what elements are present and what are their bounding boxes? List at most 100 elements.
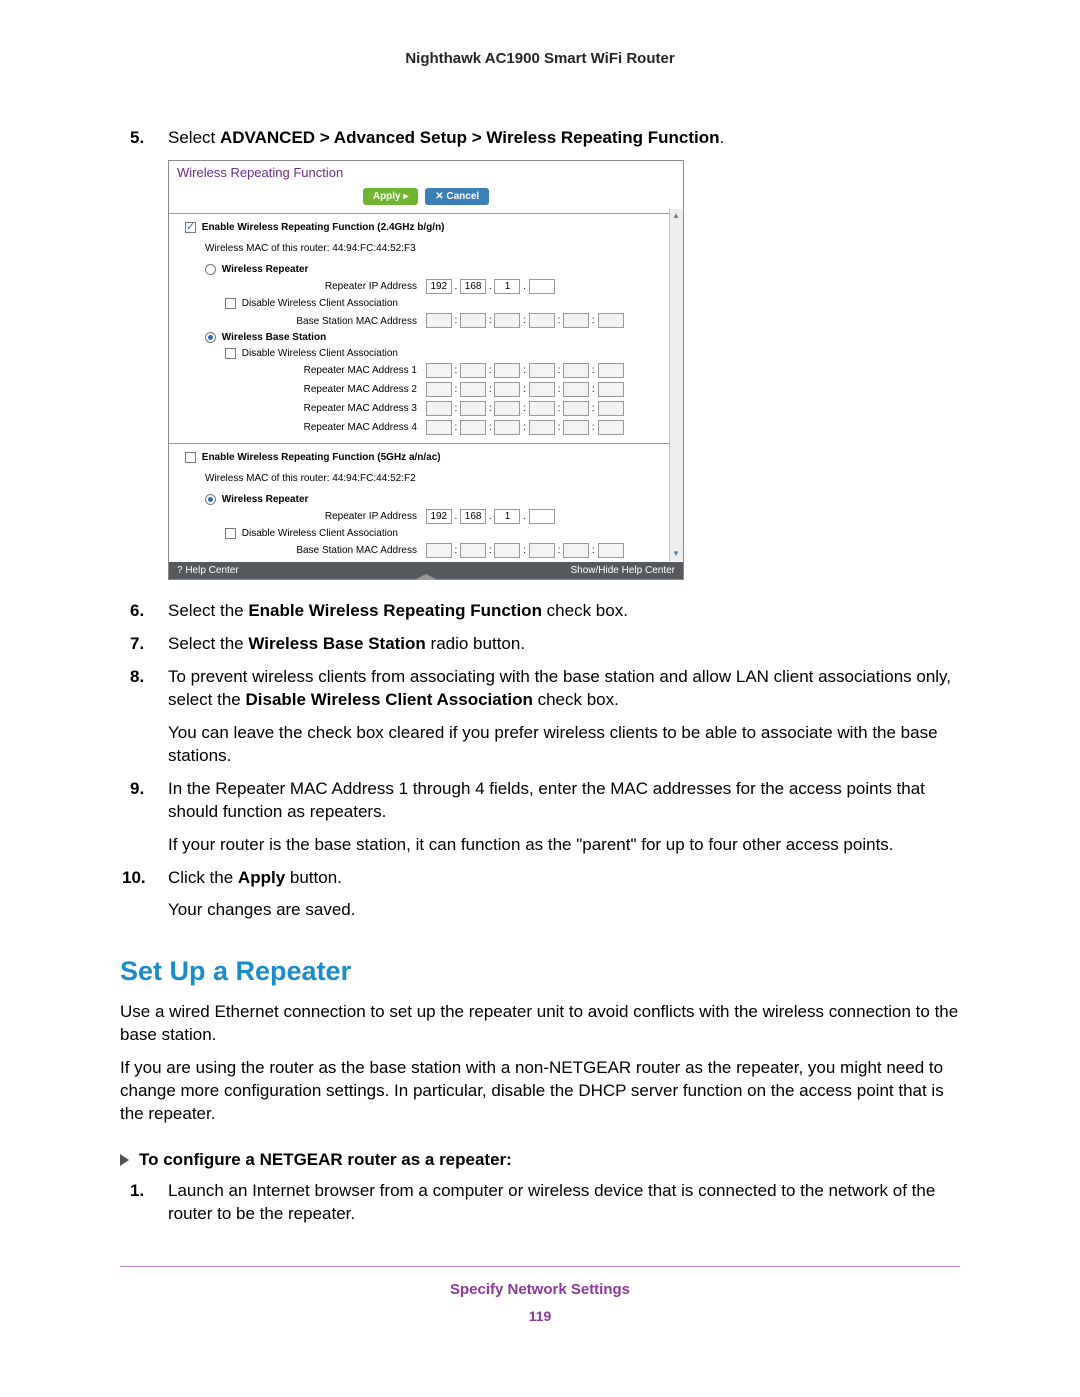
wireless-repeater-5-radio[interactable] — [205, 494, 216, 505]
cancel-button[interactable]: ✕ Cancel — [425, 188, 489, 205]
mac-field[interactable] — [563, 382, 589, 397]
disable-assoc-checkbox-2[interactable] — [225, 348, 236, 359]
mac-field[interactable] — [460, 363, 486, 378]
wireless-base-row: Wireless Base Station — [179, 330, 673, 345]
mac-field[interactable] — [494, 543, 520, 558]
enable-5-row: Enable Wireless Repeating Function (5GHz… — [179, 450, 673, 465]
wireless-repeater-row: Wireless Repeater — [179, 262, 673, 277]
proc-step-1: 1. Launch an Internet browser from a com… — [120, 1180, 960, 1226]
ip-octet-4[interactable] — [529, 279, 555, 294]
base-mac-5-row: Base Station MAC Address : : : : : — [179, 541, 673, 558]
step-8: 8. To prevent wireless clients from asso… — [120, 666, 960, 712]
section-p1: Use a wired Ethernet connection to set u… — [120, 1001, 960, 1047]
wireless-repeater-radio[interactable] — [205, 264, 216, 275]
rmac1-row: Repeater MAC Address 1 : : : : : — [179, 361, 673, 380]
procedure-list: 1. Launch an Internet browser from a com… — [120, 1180, 960, 1226]
scroll-down-icon[interactable]: ▾ — [670, 548, 682, 560]
instruction-list: 5. Select ADVANCED > Advanced Setup > Wi… — [120, 127, 960, 150]
panel-body: Enable Wireless Repeating Function (2.4G… — [169, 214, 683, 562]
scrollbar[interactable]: ▴ ▾ — [669, 209, 683, 561]
disable-assoc-row-1: Disable Wireless Client Association — [179, 296, 673, 311]
mac-field[interactable] — [460, 313, 486, 328]
step-number: 5. — [130, 127, 144, 150]
scroll-up-icon[interactable]: ▴ — [670, 210, 682, 222]
step-9-note: If your router is the base station, it c… — [168, 834, 960, 857]
mac-field[interactable] — [426, 420, 452, 435]
footer-handle-icon — [414, 574, 438, 580]
instruction-list-cont: 6. Select the Enable Wireless Repeating … — [120, 600, 960, 712]
base-mac-row: Base Station MAC Address : : : : : — [179, 311, 673, 330]
mac-field[interactable] — [426, 543, 452, 558]
mac-field[interactable] — [529, 543, 555, 558]
step-5: 5. Select ADVANCED > Advanced Setup > Wi… — [120, 127, 960, 150]
step-number: 10. — [122, 867, 146, 890]
mac-field[interactable] — [460, 543, 486, 558]
mac-field[interactable] — [426, 363, 452, 378]
step-number: 6. — [130, 600, 144, 623]
mac-field[interactable] — [598, 401, 624, 416]
ip-octet-3[interactable] — [494, 509, 520, 524]
mac-field[interactable] — [529, 313, 555, 328]
button-bar: Apply ▸ ✕ Cancel — [169, 184, 683, 214]
chevron-right-icon — [120, 1154, 129, 1166]
step-text: Select ADVANCED > Advanced Setup > Wirel… — [168, 128, 724, 147]
mac-field[interactable] — [460, 401, 486, 416]
instruction-list-cont2: 9. In the Repeater MAC Address 1 through… — [120, 778, 960, 824]
mac-field[interactable] — [494, 363, 520, 378]
procedure-heading: To configure a NETGEAR router as a repea… — [120, 1150, 960, 1170]
step-number: 7. — [130, 633, 144, 656]
mac-field[interactable] — [426, 401, 452, 416]
step-8-note: You can leave the check box cleared if y… — [168, 722, 960, 768]
disable-assoc-row-2: Disable Wireless Client Association — [179, 346, 673, 361]
mac-field[interactable] — [529, 401, 555, 416]
mac-field[interactable] — [598, 420, 624, 435]
mac-field[interactable] — [494, 420, 520, 435]
mac-field[interactable] — [563, 401, 589, 416]
enable-5-checkbox[interactable] — [185, 452, 196, 463]
mac-field[interactable] — [563, 420, 589, 435]
ip-octet-3[interactable] — [494, 279, 520, 294]
showhide-help-link[interactable]: Show/Hide Help Center — [571, 565, 676, 576]
mac-field[interactable] — [460, 420, 486, 435]
section-p2: If you are using the router as the base … — [120, 1057, 960, 1126]
help-center-link[interactable]: ? Help Center — [177, 565, 239, 576]
disable-assoc-checkbox-1[interactable] — [225, 298, 236, 309]
enable-24-checkbox[interactable] — [185, 222, 196, 233]
wireless-base-radio[interactable] — [205, 332, 216, 343]
step-number: 1. — [130, 1180, 144, 1203]
mac-field[interactable] — [494, 313, 520, 328]
mac-field[interactable] — [494, 382, 520, 397]
mac-field[interactable] — [598, 313, 624, 328]
mac-field[interactable] — [563, 543, 589, 558]
mac-field[interactable] — [529, 420, 555, 435]
step-number: 8. — [130, 666, 144, 689]
step-10-note: Your changes are saved. — [168, 899, 960, 922]
ip-octet-1[interactable] — [426, 509, 452, 524]
mac-field[interactable] — [426, 382, 452, 397]
mac-field[interactable] — [494, 401, 520, 416]
instruction-list-cont3: 10. Click the Apply button. — [120, 867, 960, 890]
mac-field[interactable] — [426, 313, 452, 328]
step-6: 6. Select the Enable Wireless Repeating … — [120, 600, 960, 623]
repeater-ip-5-row: Repeater IP Address . . . — [179, 507, 673, 526]
mac-field[interactable] — [460, 382, 486, 397]
mac-field[interactable] — [598, 543, 624, 558]
mac-field[interactable] — [598, 382, 624, 397]
ip-octet-4[interactable] — [529, 509, 555, 524]
page-number: 119 — [120, 1308, 960, 1324]
ip-octet-2[interactable] — [460, 509, 486, 524]
mac-field[interactable] — [598, 363, 624, 378]
section-heading: Set Up a Repeater — [120, 956, 960, 987]
mac-24-label: Wireless MAC of this router: 44:94:FC:44… — [179, 235, 673, 262]
ip-octet-2[interactable] — [460, 279, 486, 294]
apply-button[interactable]: Apply ▸ — [363, 188, 419, 205]
step-10: 10. Click the Apply button. — [120, 867, 960, 890]
mac-field[interactable] — [563, 313, 589, 328]
disable-assoc-5-checkbox[interactable] — [225, 528, 236, 539]
router-ui-screenshot: Wireless Repeating Function Apply ▸ ✕ Ca… — [168, 160, 684, 580]
mac-field[interactable] — [529, 363, 555, 378]
mac-field[interactable] — [529, 382, 555, 397]
mac-field[interactable] — [563, 363, 589, 378]
ip-octet-1[interactable] — [426, 279, 452, 294]
enable-24-row: Enable Wireless Repeating Function (2.4G… — [179, 220, 673, 235]
